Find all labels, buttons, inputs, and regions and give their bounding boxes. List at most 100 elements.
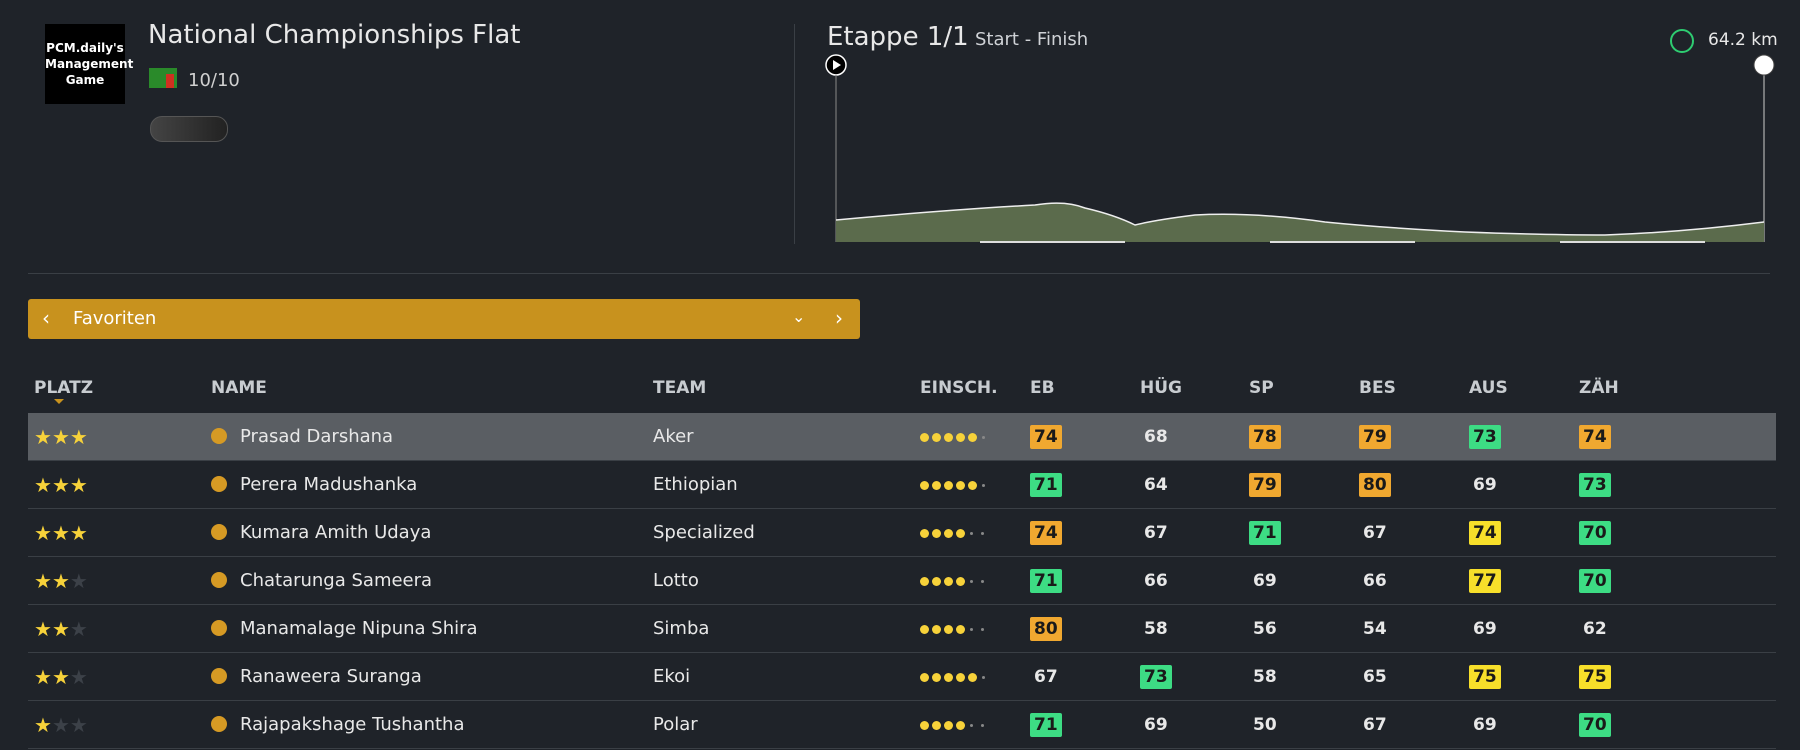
stat: 54 [1363,619,1387,639]
stat: 69 [1473,715,1497,735]
stat: 65 [1363,667,1387,687]
team: Ekoi [653,666,691,687]
distance: 64.2 km [1708,30,1778,50]
column-header: EINSCH. [920,378,998,398]
stat: 66 [1363,571,1387,591]
stat: 80 [1030,617,1062,641]
rider-name: Kumara Amith Udaya [240,522,432,543]
team: Simba [653,618,710,639]
rider-name: Ranaweera Suranga [240,666,422,687]
toggle[interactable] [150,116,228,142]
logo-text: PCM.daily's Management Game [45,41,134,87]
stat: 66 [1144,571,1168,591]
form [920,713,990,737]
team: Specialized [653,522,755,543]
info-icon [211,476,227,492]
stat: 56 [1253,619,1277,639]
stars: ★★★ [34,473,88,497]
stat: 69 [1473,619,1497,639]
filter-bar[interactable] [28,299,860,339]
info-icon [211,428,227,444]
row [28,653,1776,701]
info-icon [211,524,227,540]
stat: 74 [1030,425,1062,449]
next-arrow[interactable]: › [835,306,843,330]
column-header: AUS [1469,378,1508,398]
filter-label[interactable]: Favoriten [73,308,157,329]
stat: 68 [1144,427,1168,447]
team: Polar [653,714,698,735]
stat: 71 [1030,473,1062,497]
stage-route: Start - Finish [975,29,1089,50]
stat: 74 [1030,521,1062,545]
flag [149,68,177,88]
stat: 67 [1363,523,1387,543]
row [28,605,1776,653]
rating: 10/10 [188,70,240,91]
stat: 67 [1144,523,1168,543]
stat: 71 [1249,521,1281,545]
info-icon [211,716,227,732]
stat: 70 [1579,569,1611,593]
stat: 71 [1030,569,1062,593]
stars: ★★★ [34,617,88,641]
stat: 77 [1469,569,1501,593]
column-header: ZÄH [1579,378,1619,398]
rider-name: Perera Madushanka [240,474,418,495]
prev-arrow[interactable]: ‹ [42,306,50,330]
rider-name: Rajapakshage Tushantha [240,714,465,735]
distance-icon [1670,29,1694,53]
stat: 73 [1469,425,1501,449]
form [920,425,991,449]
stat: 64 [1144,475,1168,495]
stars: ★★★ [34,569,88,593]
row [28,701,1776,749]
column-header: HÜG [1140,378,1182,398]
row [28,461,1776,509]
column-header: NAME [211,378,267,398]
stat: 58 [1144,619,1168,639]
rider-name: Chatarunga Sameera [240,570,433,591]
divider [28,273,1770,274]
column-header: EB [1030,378,1055,398]
team: Aker [653,426,694,447]
stat: 73 [1579,473,1611,497]
stat: 79 [1249,473,1281,497]
stage-title: Etappe 1/1 [827,22,969,52]
column-header: BES [1359,378,1396,398]
stat: 67 [1363,715,1387,735]
stat: 69 [1473,475,1497,495]
form [920,569,990,593]
stat: 70 [1579,521,1611,545]
stat: 58 [1253,667,1277,687]
stat: 79 [1359,425,1391,449]
stat: 75 [1469,665,1501,689]
logo [45,24,125,104]
rider-name: Prasad Darshana [240,426,394,447]
stat: 70 [1579,713,1611,737]
stat: 67 [1034,667,1058,687]
row [28,557,1776,605]
column-header: TEAM [653,378,707,398]
info-icon [211,668,227,684]
form [920,521,990,545]
sort-indicator [54,399,64,404]
rider-name: Manamalage Nipuna Shira [240,618,478,639]
row [28,509,1776,557]
info-icon [211,572,227,588]
stars: ★★★ [34,425,88,449]
stat: 75 [1579,665,1611,689]
stat: 78 [1249,425,1281,449]
info-icon [211,620,227,636]
stars: ★★★ [34,521,88,545]
stage-profile [825,54,1775,243]
stat: 71 [1030,713,1062,737]
team: Lotto [653,570,699,591]
stat: 74 [1469,521,1501,545]
stat: 69 [1144,715,1168,735]
column-header: PLATZ [34,378,94,398]
stars: ★★★ [34,713,88,737]
dropdown-arrow[interactable]: ⌄ [792,307,806,326]
stat: 69 [1253,571,1277,591]
